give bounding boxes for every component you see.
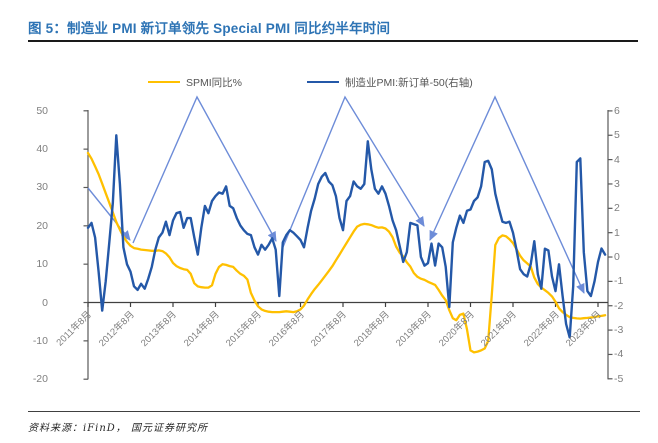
left-axis-tick: 50 xyxy=(36,104,48,117)
left-axis-tick: -20 xyxy=(32,373,48,386)
source-divider xyxy=(28,411,640,412)
title-underline xyxy=(28,40,638,42)
left-axis-tick: 20 xyxy=(36,219,48,232)
right-axis-tick: -1 xyxy=(614,275,624,288)
spmi-line-swatch-icon xyxy=(148,81,180,83)
pmi-series-line xyxy=(86,134,607,339)
figure-title: 图 5：制造业 PMI 新订单领先 Special PMI 同比约半年时间 xyxy=(28,21,391,36)
right-axis-tick: -5 xyxy=(614,372,624,385)
right-axis-tick: 1 xyxy=(614,226,620,239)
left-axis-tick: -10 xyxy=(32,334,48,347)
left-axis-tick: 10 xyxy=(36,258,48,271)
right-axis-tick: -3 xyxy=(614,324,624,337)
pmi-line-swatch-icon xyxy=(307,81,339,83)
legend-item-spmi: SPMI同比% xyxy=(148,75,242,89)
right-axis-tick: 6 xyxy=(614,104,620,117)
right-axis-tick: -4 xyxy=(614,348,624,361)
left-axis-tick: 0 xyxy=(42,296,48,309)
chart-legend: SPMI同比% 制造业PMI:新订单-50(右轴) xyxy=(0,75,658,91)
left-axis-tick: 40 xyxy=(36,143,48,156)
right-axis-tick: 2 xyxy=(614,202,620,215)
legend-label-pmi: 制造业PMI:新订单-50(右轴) xyxy=(345,76,473,89)
right-axis-tick: 4 xyxy=(614,153,620,166)
spmi-series-line xyxy=(86,151,607,354)
legend-label-spmi: SPMI同比% xyxy=(186,76,243,89)
left-axis-tick: 30 xyxy=(36,181,48,194)
source-note: 资料来源：iFinD， 国元证券研究所 xyxy=(28,423,208,434)
legend-item-pmi: 制造业PMI:新订单-50(右轴) xyxy=(307,75,473,89)
right-axis-tick: 3 xyxy=(614,177,620,190)
right-axis-tick: -2 xyxy=(614,299,624,312)
lead-arrow-annotations xyxy=(87,95,585,294)
right-axis-tick: 0 xyxy=(614,251,620,264)
right-axis-tick: 5 xyxy=(614,129,620,142)
